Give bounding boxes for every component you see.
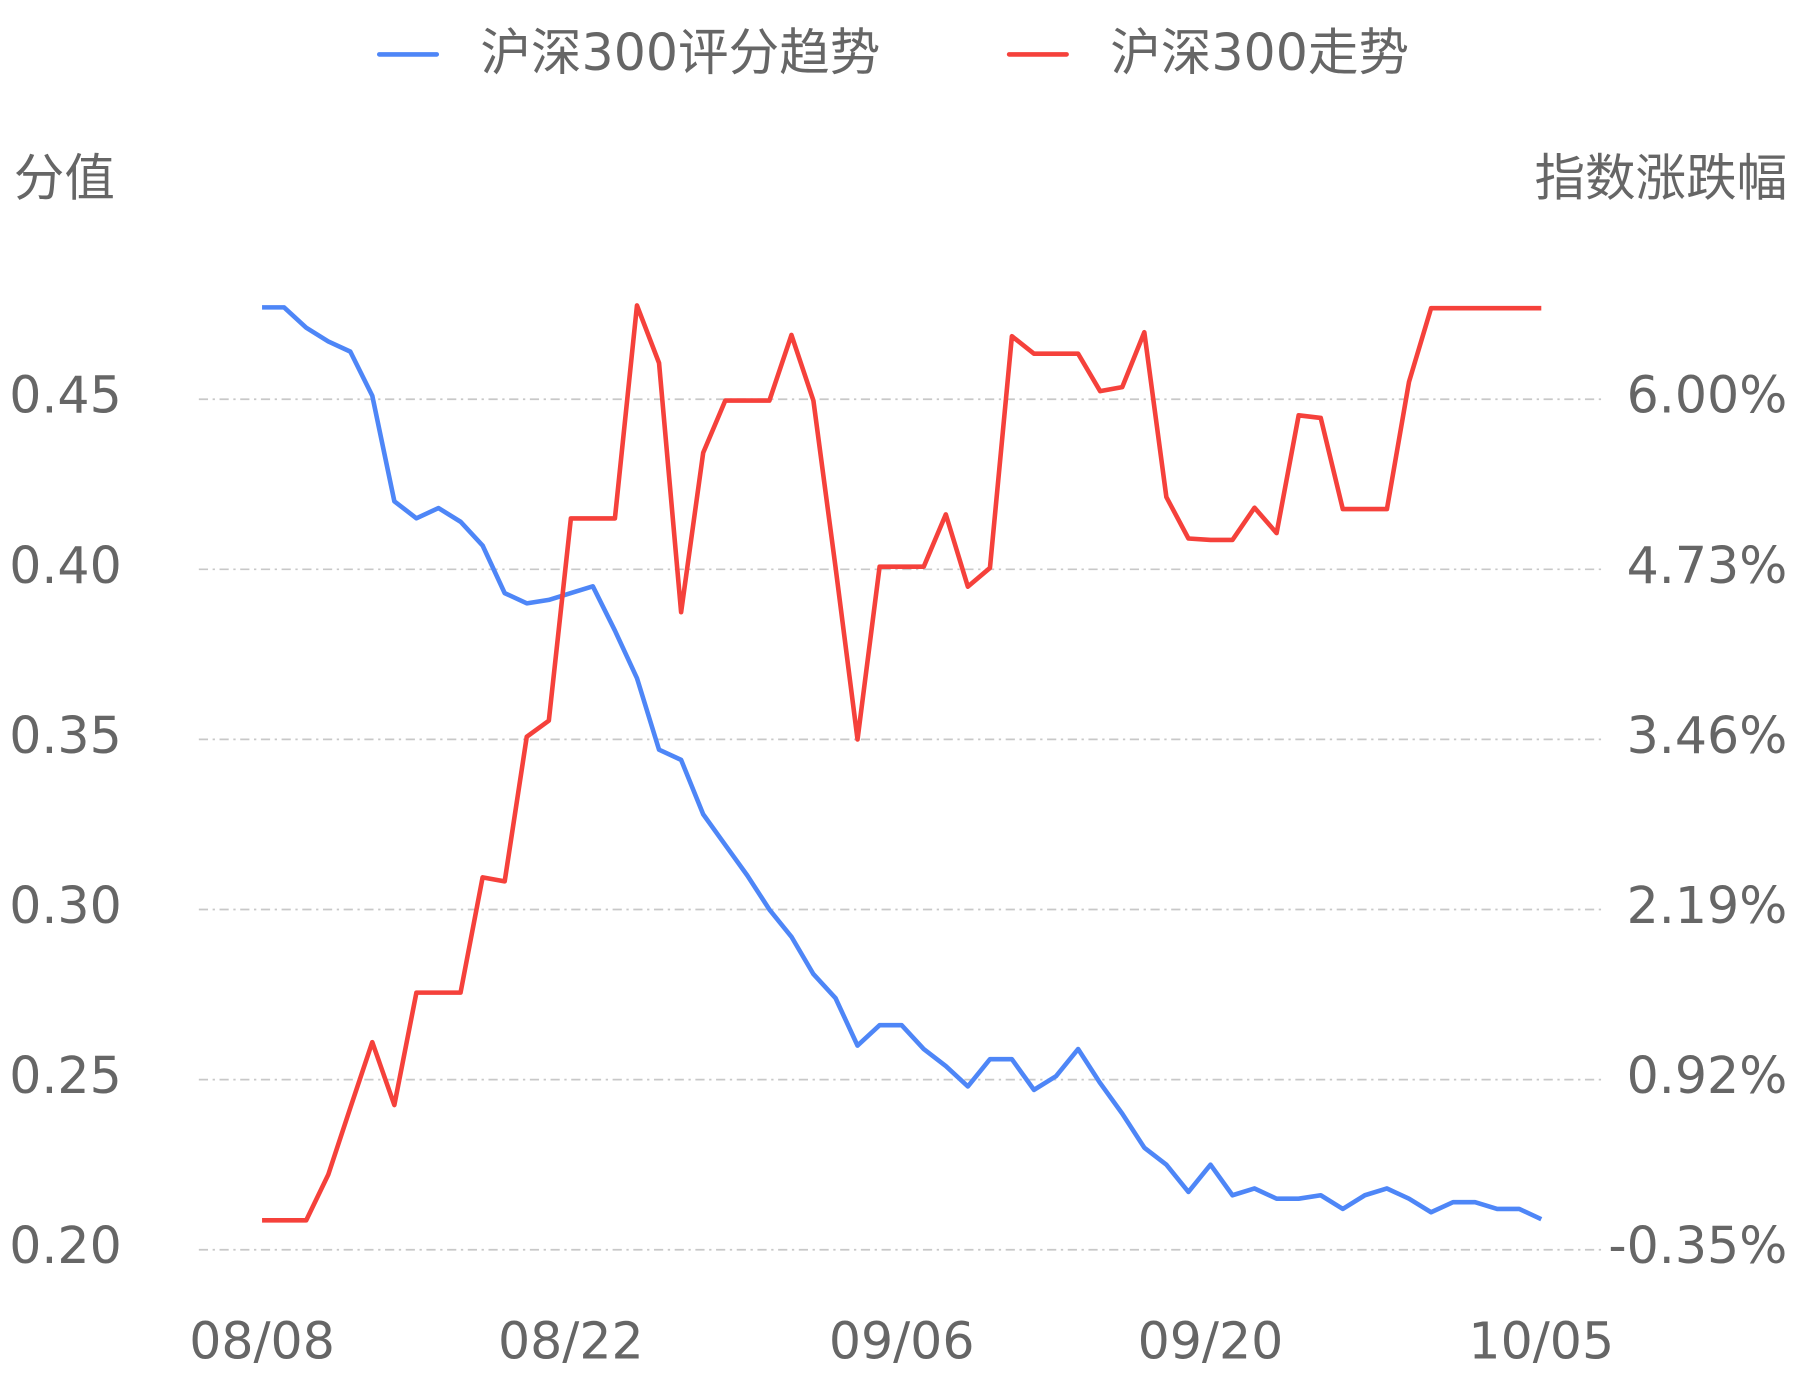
- x-tick-label: 09/06: [829, 1312, 975, 1371]
- y2-axis-label: 指数涨跌幅: [1534, 148, 1787, 207]
- y-tick-label: 0.35: [9, 706, 122, 765]
- y2-tick-label: 4.73%: [1627, 536, 1788, 595]
- series-line: [262, 303, 1542, 1223]
- y-tick-label: 0.40: [9, 536, 122, 595]
- y2-tick-label: 2.19%: [1627, 876, 1788, 935]
- y-tick-label: 0.45: [9, 366, 122, 425]
- y2-tick-label: -0.35%: [1608, 1216, 1787, 1275]
- series-line: [262, 305, 1543, 1222]
- y-tick-label: 0.30: [9, 876, 122, 935]
- legend-label: 沪深300评分趋势: [480, 23, 880, 82]
- x-tick-label: 08/08: [189, 1312, 335, 1371]
- legend-label: 沪深300走势: [1110, 23, 1409, 82]
- x-tick-label: 09/20: [1138, 1312, 1284, 1371]
- y2-tick-label: 0.92%: [1627, 1046, 1788, 1105]
- x-tick-label: 08/22: [498, 1312, 644, 1371]
- y-axis-label: 分值: [14, 148, 115, 207]
- x-tick-label: 10/05: [1468, 1312, 1614, 1371]
- y-tick-label: 0.25: [9, 1046, 122, 1105]
- y2-tick-label: 6.00%: [1627, 366, 1788, 425]
- y2-tick-label: 3.46%: [1627, 706, 1788, 765]
- y-tick-label: 0.20: [9, 1216, 122, 1275]
